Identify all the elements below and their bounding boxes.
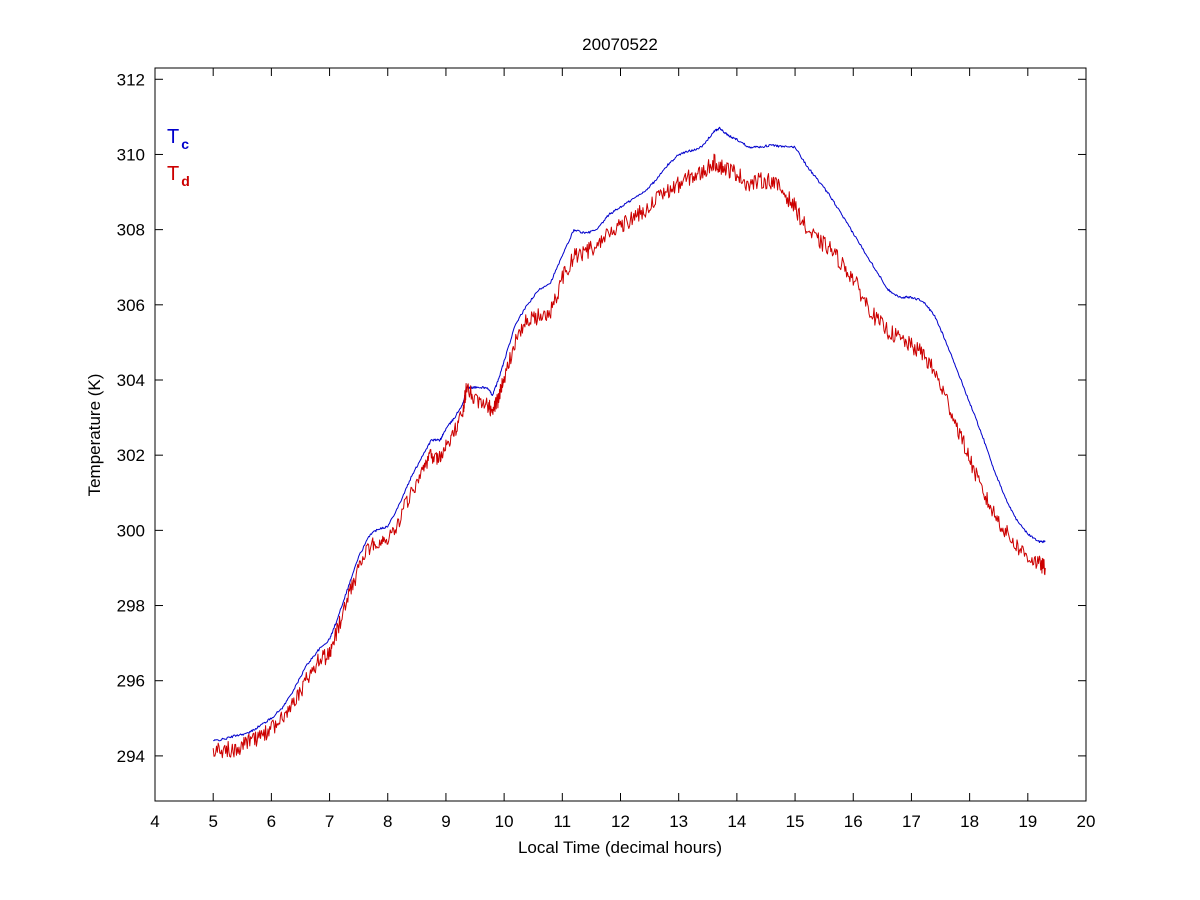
y-tick-label: 294: [117, 747, 145, 766]
y-tick-label: 298: [117, 597, 145, 616]
x-axis-label: Local Time (decimal hours): [518, 838, 722, 857]
chart-title: 20070522: [582, 35, 658, 54]
y-axis-label: Temperature (K): [85, 374, 104, 497]
y-tick-label: 310: [117, 145, 145, 164]
x-tick-label: 16: [844, 812, 863, 831]
y-tick-label: 300: [117, 521, 145, 540]
y-tick-label: 308: [117, 221, 145, 240]
x-tick-label: 13: [669, 812, 688, 831]
y-tick-label: 302: [117, 446, 145, 465]
x-tick-label: 9: [441, 812, 450, 831]
x-tick-label: 14: [727, 812, 746, 831]
x-tick-label: 11: [553, 812, 571, 831]
x-tick-label: 17: [902, 812, 921, 831]
plot-area: 4 5 6 7 8 9 10 11 12 13 14 15 16 17 18 19 20 294 296 298 30…: [117, 68, 1096, 831]
y-tick-label: 312: [117, 70, 145, 89]
x-tick-label: 12: [611, 812, 630, 831]
x-tick-label: 4: [150, 812, 159, 831]
y-tick-label: 306: [117, 296, 145, 315]
x-tick-label: 20: [1077, 812, 1096, 831]
y-tick-label: 304: [117, 371, 145, 390]
x-tick-label: 6: [267, 812, 276, 831]
x-tick-label: 5: [208, 812, 217, 831]
y-tick-label: 296: [117, 672, 145, 691]
axes-box: [155, 68, 1086, 801]
x-tick-label: 19: [1018, 812, 1037, 831]
x-tick-label: 15: [786, 812, 805, 831]
x-tick-label: 18: [960, 812, 979, 831]
x-tick-label: 8: [383, 812, 392, 831]
x-tick-label: 7: [325, 812, 334, 831]
x-tick-label: 10: [495, 812, 514, 831]
